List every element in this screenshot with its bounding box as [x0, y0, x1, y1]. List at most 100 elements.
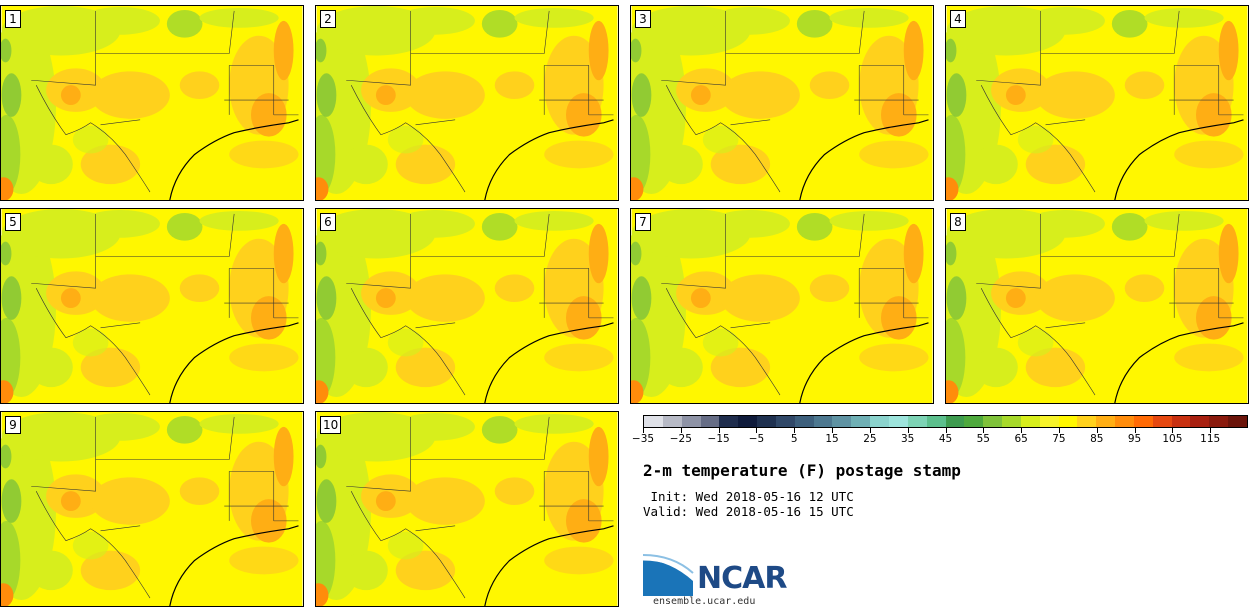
colorbar-swatch [832, 416, 852, 427]
colorbar-tick [869, 428, 871, 433]
colorbar-swatch [738, 416, 758, 427]
colorbar-tick-label: −5 [748, 433, 765, 445]
temperature-map [1, 6, 303, 200]
member-panel: 3 [630, 5, 934, 201]
member-panel: 9 [0, 411, 304, 607]
colorbar-swatch [926, 416, 946, 427]
colorbar-tick [1172, 428, 1174, 433]
colorbar-swatch [945, 416, 965, 427]
temperature-map [631, 6, 933, 200]
colorbar-swatch [1190, 416, 1210, 427]
colorbar-swatch [851, 416, 871, 427]
colorbar-swatch [794, 416, 814, 427]
colorbar-swatch [757, 416, 776, 427]
colorbar-swatch [719, 416, 739, 427]
member-panel: 1 [0, 5, 304, 201]
chart-title: 2-m temperature (F) postage stamp [643, 461, 961, 480]
colorbar-tick-label: 75 [1052, 433, 1066, 445]
colorbar-tick [1058, 428, 1060, 433]
colorbar-tick-label: −25 [669, 433, 692, 445]
colorbar-tick [1096, 428, 1098, 433]
member-panel: 2 [315, 5, 619, 201]
colorbar-swatch [1228, 416, 1247, 427]
colorbar-swatch [870, 416, 889, 427]
colorbar-tick-label: −35 [631, 433, 655, 445]
colorbar-swatch [1171, 416, 1191, 427]
colorbar-ticks: −35 −25 −15 −5 5 15 25 35 45 55 65 75 85 95 105 115 [632, 428, 1248, 448]
temperature-map [946, 6, 1248, 200]
colorbar-swatch [964, 416, 984, 427]
colorbar-tick-label: −15 [707, 433, 730, 445]
temperature-colorbar [643, 415, 1248, 428]
temperature-map [631, 209, 933, 403]
colorbar-swatch [700, 416, 720, 427]
colorbar-tick-label: 65 [1014, 433, 1028, 445]
member-panel: 10 [315, 411, 619, 607]
temperature-map [316, 6, 618, 200]
colorbar-tick-label: 45 [938, 433, 953, 445]
colorbar-tick-label: 55 [976, 433, 990, 445]
colorbar-swatch [1058, 416, 1078, 427]
member-number: 4 [950, 10, 966, 28]
member-number: 9 [5, 416, 21, 434]
colorbar-tick-label: 35 [901, 433, 915, 445]
member-number: 2 [320, 10, 336, 28]
colorbar-swatch [662, 416, 682, 427]
colorbar-tick [1210, 428, 1212, 433]
colorbar-swatch [907, 416, 927, 427]
colorbar-tick [907, 428, 909, 433]
member-panel: 6 [315, 208, 619, 404]
temperature-map [316, 209, 618, 403]
colorbar-swatch [1209, 416, 1229, 427]
site-url: ensemble.ucar.edu [653, 596, 756, 607]
init-time: Init: Wed 2018-05-16 12 UTC [643, 489, 854, 504]
colorbar-tick-label: 95 [1127, 433, 1142, 445]
colorbar-swatch [813, 416, 833, 427]
colorbar-tick-label: 25 [863, 433, 877, 445]
colorbar-swatch [644, 416, 663, 427]
member-number: 7 [635, 213, 651, 231]
colorbar-tick [756, 428, 758, 433]
colorbar-tick-label: 85 [1090, 433, 1104, 445]
valid-time: Valid: Wed 2018-05-16 15 UTC [643, 504, 854, 519]
member-number: 8 [950, 213, 966, 231]
colorbar-swatch [1096, 416, 1116, 427]
member-panel: 7 [630, 208, 934, 404]
colorbar-swatch [983, 416, 1003, 427]
member-number: 6 [320, 213, 336, 231]
temperature-map [1, 412, 303, 606]
colorbar-tick [643, 428, 644, 433]
temperature-map [946, 209, 1248, 403]
colorbar-swatch [775, 416, 795, 427]
colorbar-tick [718, 428, 720, 433]
colorbar-swatch [1039, 416, 1059, 427]
colorbar-tick [832, 428, 834, 433]
colorbar-tick [983, 428, 985, 433]
colorbar-tick-label: 105 [1162, 433, 1183, 445]
colorbar-swatch [681, 416, 701, 427]
colorbar-swatch [1115, 416, 1134, 427]
colorbar-swatch [1152, 416, 1172, 427]
colorbar-swatch [1133, 416, 1153, 427]
colorbar-tick-label: 5 [790, 433, 798, 445]
member-number: 10 [320, 416, 342, 434]
temperature-map [316, 412, 618, 606]
colorbar-tick [1021, 428, 1023, 433]
temperature-map [1, 209, 303, 403]
member-panel: 8 [945, 208, 1249, 404]
colorbar-tick [680, 428, 682, 433]
colorbar-tick [794, 428, 796, 433]
colorbar-swatch [1077, 416, 1097, 427]
colorbar-tick [1134, 428, 1136, 433]
colorbar-tick [945, 428, 947, 433]
colorbar-swatch [1002, 416, 1021, 427]
member-panel: 4 [945, 5, 1249, 201]
colorbar-swatch [1020, 416, 1040, 427]
member-number: 3 [635, 10, 651, 28]
colorbar-swatch [888, 416, 908, 427]
member-number: 5 [5, 213, 21, 231]
member-number: 1 [5, 10, 21, 28]
colorbar-tick-label: 115 [1200, 433, 1221, 445]
ncar-logo-icon [643, 554, 695, 596]
colorbar-tick-label: 15 [825, 433, 839, 445]
